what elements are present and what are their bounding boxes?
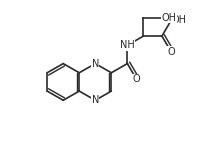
Text: N: N [92, 95, 99, 105]
Text: OH: OH [162, 13, 177, 23]
Text: O: O [133, 74, 141, 84]
Text: O: O [167, 47, 175, 57]
Text: NH: NH [120, 40, 135, 50]
Text: OH: OH [171, 15, 186, 25]
Text: N: N [92, 59, 99, 69]
